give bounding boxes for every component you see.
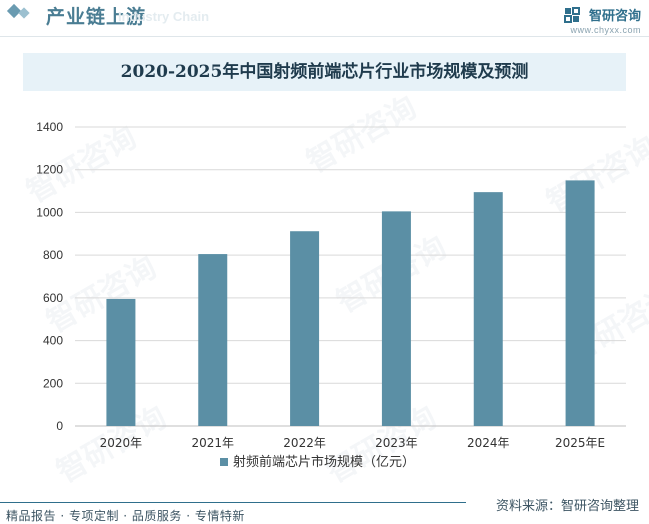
x-tick-label: 2025年E bbox=[555, 436, 605, 450]
legend-label: 射频前端芯片市场规模（亿元） bbox=[233, 454, 415, 470]
brand: 智研咨询 www.chyxx.com bbox=[563, 4, 641, 35]
y-tick-label: 800 bbox=[43, 248, 63, 262]
bar bbox=[106, 298, 136, 426]
page-header: 产业链上游 Industry Chain 智研咨询 www.chyxx.com bbox=[0, 0, 649, 40]
y-tick-label: 1400 bbox=[36, 120, 63, 134]
legend-swatch bbox=[220, 458, 228, 466]
x-tick-label: 2020年 bbox=[100, 436, 143, 450]
x-tick-label: 2024年 bbox=[467, 436, 510, 450]
brand-name: 智研咨询 bbox=[588, 9, 641, 24]
x-tick-label: 2022年 bbox=[283, 436, 326, 450]
section-ghost-text: Industry Chain bbox=[118, 9, 210, 24]
chart-title: 2020-2025年中国射频前端芯片行业市场规模及预测 bbox=[120, 62, 529, 82]
chart-title-bar: 2020-2025年中国射频前端芯片行业市场规模及预测 bbox=[23, 53, 626, 91]
y-tick-label: 0 bbox=[56, 419, 63, 433]
section-title: 产业链上游 bbox=[46, 6, 147, 28]
brand-url: www.chyxx.com bbox=[570, 25, 641, 35]
bar bbox=[565, 180, 595, 426]
y-tick-label: 600 bbox=[43, 291, 63, 305]
y-tick-label: 1000 bbox=[36, 205, 63, 219]
footer-tagline: 精品报告 · 专项定制 · 品质服务 · 专情特新 bbox=[6, 509, 245, 523]
bar bbox=[290, 231, 320, 426]
x-tick-label: 2023年 bbox=[375, 436, 418, 450]
data-source: 资料来源：智研咨询整理 bbox=[495, 499, 639, 514]
y-tick-label: 200 bbox=[43, 376, 63, 390]
header-divider bbox=[0, 36, 649, 37]
brand-logo-icon bbox=[563, 6, 580, 23]
y-tick-label: 400 bbox=[43, 334, 63, 348]
bar bbox=[198, 254, 228, 426]
footer-divider bbox=[0, 502, 466, 503]
bar bbox=[381, 211, 411, 426]
y-tick-label: 1200 bbox=[36, 163, 63, 177]
x-tick-label: 2021年 bbox=[191, 436, 234, 450]
bar bbox=[473, 192, 503, 426]
